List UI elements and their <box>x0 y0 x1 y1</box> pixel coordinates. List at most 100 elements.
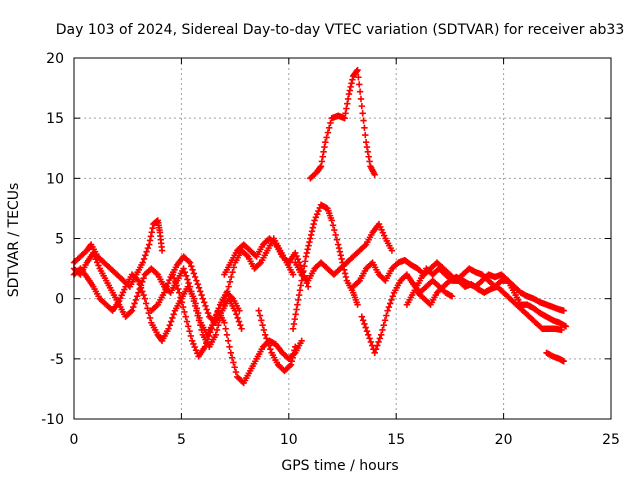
data-point <box>332 231 339 239</box>
data-point <box>191 343 198 351</box>
data-point <box>271 240 278 247</box>
data-point <box>142 252 149 259</box>
data-point <box>133 293 141 300</box>
data-point <box>379 326 386 334</box>
data-point <box>179 303 187 311</box>
data-point <box>328 217 335 224</box>
data-point <box>226 278 234 286</box>
data-point <box>255 307 262 314</box>
data-point <box>231 307 239 314</box>
data-point <box>366 335 373 342</box>
data-point <box>341 114 348 122</box>
data-point <box>232 368 240 376</box>
data-point <box>291 347 298 354</box>
data-point <box>153 270 160 277</box>
data-point <box>185 279 192 287</box>
data-point <box>128 307 136 314</box>
data-point <box>320 148 327 156</box>
data-point <box>304 246 311 253</box>
data-point <box>355 278 362 286</box>
data-point <box>297 282 305 289</box>
data-point <box>228 294 235 301</box>
data-point <box>204 336 211 343</box>
data-point <box>347 83 354 91</box>
data-point <box>383 312 390 319</box>
data-point <box>289 354 296 361</box>
data-point <box>185 258 192 265</box>
data-point <box>292 311 299 318</box>
data-point <box>560 307 567 314</box>
data-marks <box>70 66 570 387</box>
data-point <box>344 95 352 103</box>
data-point <box>354 301 361 308</box>
data-point <box>228 354 236 361</box>
data-point <box>180 265 187 272</box>
data-point <box>139 259 146 266</box>
data-point <box>209 321 216 329</box>
data-point <box>363 143 371 151</box>
data-point <box>93 259 101 266</box>
data-point <box>317 163 325 170</box>
data-point <box>198 291 205 299</box>
data-point <box>359 317 367 324</box>
data-point <box>338 255 345 263</box>
data-point <box>143 248 150 255</box>
data-point <box>186 327 193 335</box>
data-point <box>560 358 567 365</box>
data-point <box>213 326 221 334</box>
data-point <box>201 343 209 350</box>
data-point <box>192 300 199 307</box>
data-point <box>288 358 296 365</box>
data-point <box>380 321 387 329</box>
x-tick-label: 25 <box>602 432 620 448</box>
x-tick-label: 0 <box>70 432 79 448</box>
data-point <box>195 284 203 292</box>
data-point <box>362 139 370 146</box>
data-point <box>163 283 170 290</box>
data-point <box>135 289 142 296</box>
data-point <box>166 321 174 329</box>
data-point <box>322 139 329 146</box>
data-point <box>166 276 173 284</box>
data-point <box>321 143 328 151</box>
data-point <box>307 235 314 242</box>
data-point <box>133 276 141 283</box>
data-point <box>291 315 299 323</box>
data-point <box>344 100 351 107</box>
data-point <box>388 296 395 304</box>
data-point <box>354 66 361 74</box>
data-point <box>136 281 143 288</box>
data-point <box>206 329 214 336</box>
data-point <box>243 252 250 259</box>
data-point <box>229 268 236 276</box>
data-point <box>191 273 199 281</box>
data-point <box>374 342 381 349</box>
data-point <box>127 308 134 316</box>
data-point <box>203 339 210 347</box>
data-point <box>148 229 155 236</box>
data-point <box>323 134 330 141</box>
data-point <box>149 224 156 232</box>
data-point <box>194 281 201 288</box>
data-point <box>361 320 368 328</box>
data-point <box>184 276 191 283</box>
data-point <box>191 295 198 302</box>
y-tick-label: 10 <box>46 171 64 187</box>
data-point <box>263 335 270 342</box>
data-point <box>176 289 183 296</box>
series-track-i <box>307 66 378 182</box>
data-point <box>298 337 305 344</box>
data-point <box>261 331 269 338</box>
data-point <box>562 323 570 330</box>
data-point <box>304 283 312 290</box>
data-point <box>302 253 310 260</box>
data-point <box>358 102 366 110</box>
data-point <box>256 260 263 267</box>
data-point <box>167 318 175 325</box>
data-point <box>204 309 212 317</box>
data-point <box>356 81 363 88</box>
data-point <box>303 249 311 257</box>
series-track-m <box>403 265 565 334</box>
data-point <box>333 236 341 243</box>
